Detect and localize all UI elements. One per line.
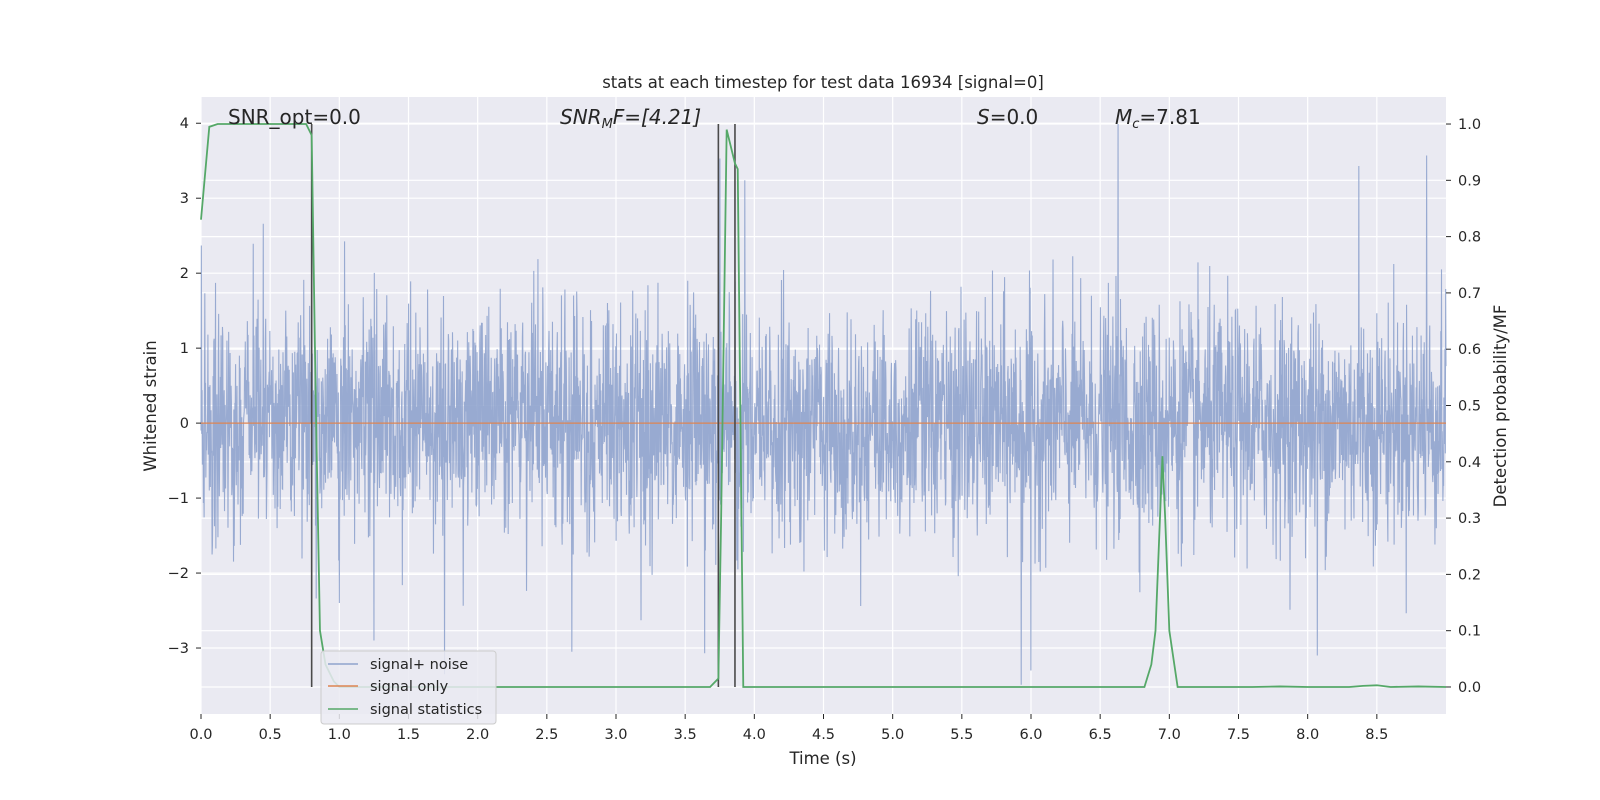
legend-label-signal: signal only bbox=[370, 679, 449, 695]
y2-tick-label: 0.2 bbox=[1458, 567, 1481, 583]
x-tick-label: 6.5 bbox=[1089, 727, 1112, 743]
legend-label-stats: signal statistics bbox=[370, 702, 482, 718]
y-tick-label: 4 bbox=[180, 116, 189, 132]
x-tick-label: 3.0 bbox=[604, 727, 627, 743]
legend: signal+ noise signal only signal statist… bbox=[320, 650, 497, 725]
y2-tick-label: 0.9 bbox=[1458, 173, 1481, 189]
x-tick-label: 4.5 bbox=[812, 727, 835, 743]
x-tick-label: 3.5 bbox=[674, 727, 697, 743]
legend-box bbox=[320, 650, 497, 725]
y2-tick-label: 0.0 bbox=[1458, 680, 1481, 696]
x-axis-ticks: 0.0 0.5 1.0 1.5 2.0 2.5 3.0 3.5 4.0 4.5 5.0 5.5 6.0 6… bbox=[189, 714, 1388, 743]
y2-tick-label: 0.6 bbox=[1458, 342, 1481, 358]
x-tick-label: 8.0 bbox=[1296, 727, 1319, 743]
x-tick-label: 0.0 bbox=[189, 727, 212, 743]
annotation-snr-mf: SNRMF=[4.21] bbox=[560, 105, 701, 132]
signal-noise-series bbox=[200, 123, 1447, 685]
x-tick-label: 0.5 bbox=[259, 727, 282, 743]
y-tick-label: −2 bbox=[168, 566, 189, 582]
y2-tick-label: 0.7 bbox=[1458, 286, 1481, 302]
x-tick-label: 8.5 bbox=[1365, 727, 1388, 743]
x-tick-label: 7.0 bbox=[1158, 727, 1181, 743]
y-tick-label: −3 bbox=[168, 641, 189, 657]
x-tick-label: 4.0 bbox=[743, 727, 766, 743]
y-axis-ticks: 4 3 2 1 0 −1 −2 −3 bbox=[168, 116, 201, 657]
x-tick-label: 5.0 bbox=[881, 727, 904, 743]
signal-statistics-series bbox=[200, 123, 1447, 688]
annotation-s: S=0.0 bbox=[977, 105, 1038, 129]
y-tick-label: −1 bbox=[168, 491, 189, 507]
x-tick-label: 2.5 bbox=[535, 727, 558, 743]
x-tick-label: 2.0 bbox=[466, 727, 489, 743]
y2-tick-label: 0.8 bbox=[1458, 230, 1481, 246]
y2-axis-label: Detection probability/MF bbox=[1491, 305, 1510, 508]
x-tick-label: 5.5 bbox=[950, 727, 973, 743]
x-tick-label: 7.5 bbox=[1227, 727, 1250, 743]
x-tick-label: 6.0 bbox=[1019, 727, 1042, 743]
legend-label-noise: signal+ noise bbox=[370, 657, 468, 673]
x-tick-label: 1.5 bbox=[397, 727, 420, 743]
y-tick-label: 0 bbox=[180, 416, 189, 432]
signal-statistics-line bbox=[200, 123, 1447, 688]
y-axis-label: Whitened strain bbox=[141, 340, 160, 471]
y-tick-label: 3 bbox=[180, 191, 189, 207]
y2-tick-label: 0.4 bbox=[1458, 455, 1481, 471]
y-tick-label: 2 bbox=[180, 266, 189, 282]
y2-tick-label: 1.0 bbox=[1458, 117, 1481, 133]
annotation-mc: Mc=7.81 bbox=[1115, 105, 1201, 132]
signal-noise-line bbox=[200, 123, 1447, 685]
chart-title: stats at each timestep for test data 169… bbox=[602, 73, 1044, 92]
x-tick-label: 1.0 bbox=[328, 727, 351, 743]
y-tick-label: 1 bbox=[180, 341, 189, 357]
annotation-snr-opt: SNR_opt=0.0 bbox=[228, 105, 361, 129]
x-axis-label: Time (s) bbox=[788, 749, 856, 768]
y2-tick-label: 0.5 bbox=[1458, 399, 1481, 415]
y2-tick-label: 0.1 bbox=[1458, 624, 1481, 640]
y2-axis-ticks: 1.0 0.9 0.8 0.7 0.6 0.5 0.4 0.3 0.2 0.1 0.0 bbox=[1446, 117, 1481, 696]
y2-tick-label: 0.3 bbox=[1458, 511, 1481, 527]
vertical-lines bbox=[310, 124, 736, 687]
